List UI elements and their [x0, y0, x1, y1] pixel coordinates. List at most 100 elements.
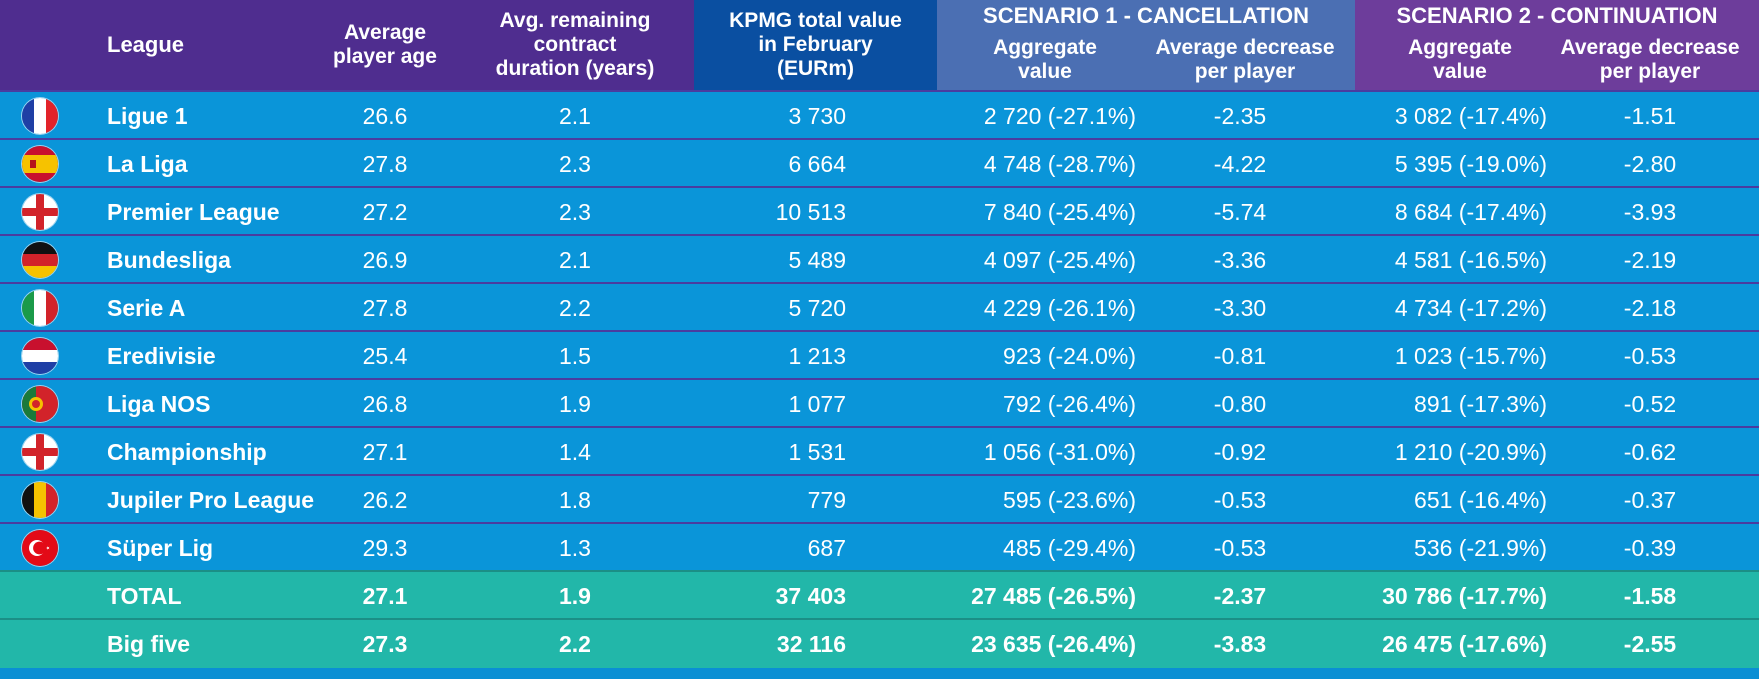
scenario1-aggregate-cell: 792 (-26.4%)	[1003, 390, 1136, 417]
age-cell: 26.2	[362, 486, 408, 513]
scenario2-decrease-cell: -0.53	[1623, 342, 1677, 369]
scenario1-aggregate-cell: 4 229 (-26.1%)	[983, 294, 1136, 321]
netherlands-flag-icon	[22, 338, 58, 374]
scenario2-aggregate-cell: 4 734 (-17.2%)	[1394, 294, 1547, 321]
league-name-cell: Championship	[107, 438, 267, 465]
scenario2-aggregate-cell: 1 210 (-20.9%)	[1394, 438, 1547, 465]
league-name-cell: Bundesliga	[107, 246, 231, 273]
scenario1-aggregate-cell: 7 840 (-25.4%)	[983, 198, 1136, 225]
contract-cell: 2.1	[559, 246, 591, 273]
league-name-cell: Big five	[107, 630, 191, 657]
kpmg-value-cell: 1 531	[788, 438, 846, 465]
header-kpmg-line1: KPMG total value	[729, 9, 902, 32]
scenario2-decrease-cell: -2.55	[1623, 630, 1677, 657]
kpmg-value-cell: 6 664	[788, 150, 846, 177]
scenario2-aggregate-cell: 536 (-21.9%)	[1414, 534, 1547, 561]
header-kpmg: KPMG total value in February (EURm)	[694, 0, 937, 90]
scenario2-aggregate-cell: 4 581 (-16.5%)	[1394, 246, 1547, 273]
header-scenario1-title: SCENARIO 1 - CANCELLATION	[983, 3, 1309, 28]
kpmg-value-cell: 1 213	[788, 342, 846, 369]
header-age-line2: player age	[333, 45, 437, 68]
scenario2-aggregate-cell: 26 475 (-17.6%)	[1382, 630, 1547, 657]
scenario1-decrease-cell: -2.35	[1213, 102, 1267, 129]
scenario1-decrease-cell: -0.53	[1213, 486, 1267, 513]
contract-cell: 1.5	[559, 342, 591, 369]
contract-cell: 1.9	[559, 582, 591, 609]
contract-cell: 2.2	[559, 630, 591, 657]
header-band-kpmg	[694, 0, 937, 90]
league-name-cell: Ligue 1	[107, 102, 188, 129]
scenario1-decrease-cell: -3.30	[1213, 294, 1267, 321]
contract-cell: 1.4	[559, 438, 591, 465]
scenario1-aggregate-cell: 485 (-29.4%)	[1003, 534, 1136, 561]
kpmg-value-cell: 1 077	[788, 390, 846, 417]
scenario2-aggregate-cell: 8 684 (-17.4%)	[1394, 198, 1547, 225]
age-cell: 26.6	[362, 102, 408, 129]
header-s1-agg: Aggregate value	[965, 34, 1125, 86]
scenario1-aggregate-cell: 4 097 (-25.4%)	[983, 246, 1136, 273]
scenario1-decrease-cell: -0.80	[1213, 390, 1267, 417]
table-row: Championship 27.1 1.4 1 531 1 056 (-31.0%) -0…	[0, 426, 1759, 476]
header-band-scenario1	[937, 0, 1355, 90]
france-flag-icon	[22, 98, 58, 134]
age-cell: 27.2	[362, 198, 408, 225]
scenario1-decrease-cell: -5.74	[1213, 198, 1267, 225]
header-s2-dec: Average decrease per player	[1545, 34, 1755, 86]
scenario2-decrease-cell: -1.58	[1623, 582, 1677, 609]
scenario1-aggregate-cell: 923 (-24.0%)	[1003, 342, 1136, 369]
header-band-scenario2	[1355, 0, 1759, 90]
header-contract-line1: Avg. remaining	[499, 9, 651, 32]
scenario2-aggregate-cell: 891 (-17.3%)	[1414, 390, 1547, 417]
header-s1-dec: Average decrease per player	[1140, 34, 1350, 86]
scenario1-aggregate-cell: 1 056 (-31.0%)	[983, 438, 1136, 465]
header-s2-agg-line2: value	[1433, 60, 1487, 83]
scenario1-decrease-cell: -3.36	[1213, 246, 1267, 273]
contract-cell: 1.3	[559, 534, 591, 561]
scenario2-decrease-cell: -0.39	[1623, 534, 1677, 561]
header-scenario2-title: SCENARIO 2 - CONTINUATION	[1396, 3, 1718, 28]
scenario2-decrease-cell: -0.52	[1623, 390, 1677, 417]
league-name-cell: Serie A	[107, 294, 186, 321]
scenario2-decrease-cell: -1.51	[1623, 102, 1677, 129]
age-cell: 27.1	[362, 438, 408, 465]
england-flag-icon	[22, 434, 58, 470]
kpmg-value-cell: 10 513	[775, 198, 846, 225]
age-cell: 27.8	[362, 294, 408, 321]
portugal-flag-icon	[22, 386, 58, 422]
table-row: Premier League 27.2 2.3 10 513 7 840 (-25.4%…	[0, 186, 1759, 236]
scenario1-aggregate-cell: 2 720 (-27.1%)	[983, 102, 1136, 129]
header-age: Average player age	[315, 0, 455, 90]
scenario1-decrease-cell: -2.37	[1213, 582, 1267, 609]
scenario1-aggregate-cell: 27 485 (-26.5%)	[971, 582, 1136, 609]
age-cell: 27.1	[362, 582, 408, 609]
header-contract-line2: contract	[533, 33, 617, 56]
header-contract: Avg. remaining contract duration (years)	[480, 0, 670, 90]
kpmg-value-cell: 687	[807, 534, 846, 561]
league-name-cell: Jupiler Pro League	[107, 486, 315, 513]
scenario2-aggregate-cell: 30 786 (-17.7%)	[1382, 582, 1547, 609]
kpmg-value-cell: 32 116	[776, 630, 846, 657]
scenario1-aggregate-cell: 595 (-23.6%)	[1003, 486, 1136, 513]
header-kpmg-line2: in February	[758, 33, 873, 56]
age-cell: 27.3	[362, 630, 408, 657]
scenario2-aggregate-cell: 1 023 (-15.7%)	[1394, 342, 1547, 369]
contract-cell: 1.8	[559, 486, 591, 513]
header-s2-dec-line1: Average decrease	[1560, 36, 1740, 59]
table-row: TOTAL 27.1 1.9 37 403 27 485 (-26.5%) -2.37 30…	[0, 570, 1759, 620]
scenario2-decrease-cell: -2.18	[1623, 294, 1677, 321]
header-s1-agg-line2: value	[1018, 60, 1072, 83]
contract-cell: 2.3	[559, 150, 591, 177]
scenario2-decrease-cell: -3.93	[1623, 198, 1677, 225]
table-row: Ligue 1 26.6 2.1 3 730 2 720 (-27.1%) -2.35 3 …	[0, 90, 1759, 140]
scenario1-decrease-cell: -4.22	[1213, 150, 1267, 177]
scenario1-decrease-cell: -0.81	[1213, 342, 1267, 369]
header-league: League	[107, 32, 185, 57]
league-name-cell: Liga NOS	[107, 390, 211, 417]
belgium-flag-icon	[22, 482, 58, 518]
scenario2-aggregate-cell: 3 082 (-17.4%)	[1394, 102, 1547, 129]
table-row: Bundesliga 26.9 2.1 5 489 4 097 (-25.4%) -3.3…	[0, 234, 1759, 284]
league-name-cell: Premier League	[107, 198, 280, 225]
contract-cell: 2.2	[559, 294, 591, 321]
scenario1-decrease-cell: -0.53	[1213, 534, 1267, 561]
